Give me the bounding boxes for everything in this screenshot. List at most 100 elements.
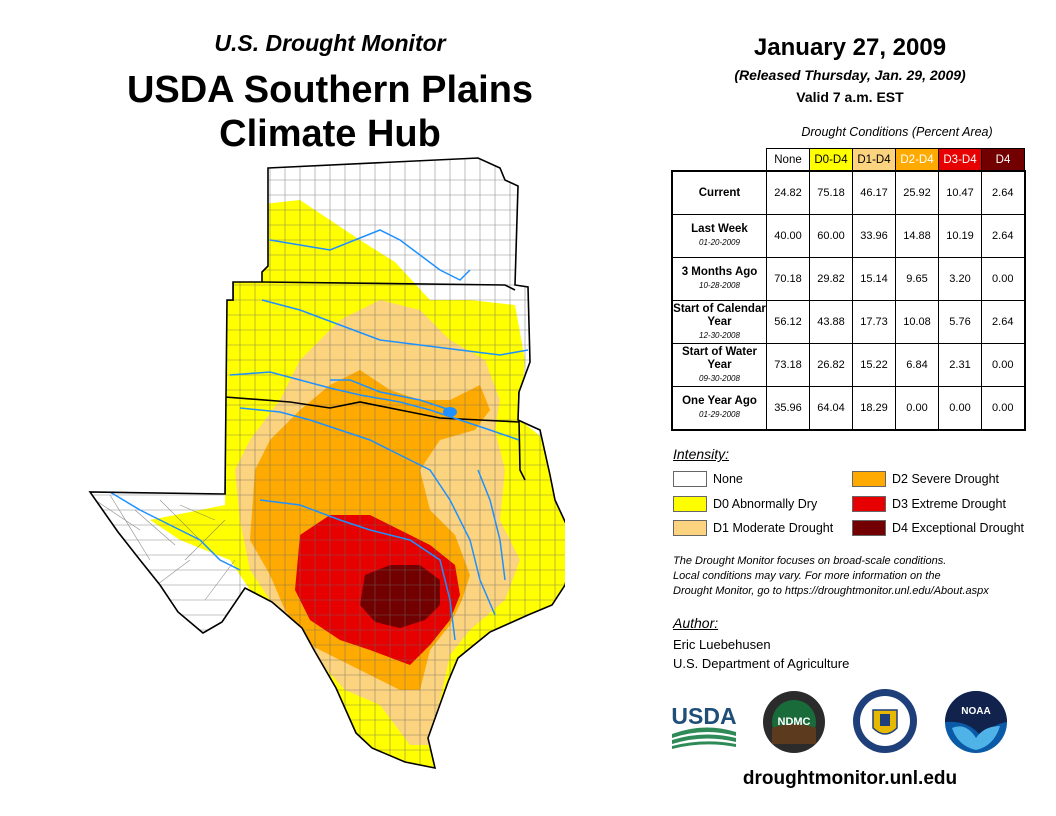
table-cell: 6.84 <box>895 343 939 387</box>
table-row: Start of Calendar Year 12-30-2008 56.12 4… <box>671 300 1025 344</box>
table-cell: 18.29 <box>852 386 896 431</box>
legend-item-d2: D2 Severe Drought <box>852 471 999 487</box>
legend-item-none: None <box>673 471 743 487</box>
map-title-line2: Climate Hub <box>219 113 441 155</box>
table-cell: 40.00 <box>766 214 810 258</box>
header-d1-d4: D1-D4 <box>852 148 896 172</box>
table-cell: 35.96 <box>766 386 810 431</box>
row-date: 01-29-2008 <box>699 410 740 419</box>
header-blank <box>672 149 767 172</box>
table-cell: 0.00 <box>981 386 1025 431</box>
usda-logo-text: USDA <box>671 703 736 729</box>
legend-swatch-d1 <box>673 520 707 536</box>
map-title: USDA Southern Plains Climate Hub <box>90 68 570 156</box>
table-cell: 0.00 <box>981 257 1025 301</box>
legend-swatch-d2 <box>852 471 886 487</box>
row-title: One Year Ago <box>682 395 757 407</box>
header-none: None <box>766 148 810 172</box>
table-cell: 0.00 <box>895 386 939 431</box>
legend-swatch-d4 <box>852 520 886 536</box>
legend-label: None <box>713 472 743 486</box>
usda-logo: USDA <box>671 703 737 749</box>
noaa-logo-text: NOAA <box>961 706 990 717</box>
table-cell: 5.76 <box>938 300 982 344</box>
ndmc-logo-text: NDMC <box>778 716 811 728</box>
row-title: 3 Months Ago <box>681 266 758 278</box>
valid-time: Valid 7 a.m. EST <box>796 89 904 105</box>
drought-stats-table: None D0-D4 D1-D4 D2-D4 D3-D4 D4 Current … <box>671 148 1026 431</box>
author-name: Eric Luebehusen <box>673 637 771 652</box>
legend-label: D1 Moderate Drought <box>713 521 834 535</box>
table-cell: 2.64 <box>981 300 1025 344</box>
header-d3-d4: D3-D4 <box>938 148 982 172</box>
table-cell: 2.64 <box>981 214 1025 258</box>
note-line: Drought Monitor, go to https://droughtmo… <box>673 585 989 597</box>
legend-item-d4: D4 Exceptional Drought <box>852 520 1024 536</box>
table-cell: 75.18 <box>809 170 853 215</box>
author-heading: Author: <box>673 615 719 631</box>
map-supertitle: U.S. Drought Monitor <box>214 30 446 56</box>
ndmc-logo: NDMC <box>763 691 825 753</box>
table-cell: 33.96 <box>852 214 896 258</box>
table-cell: 9.65 <box>895 257 939 301</box>
note-line: The Drought Monitor focuses on broad-sca… <box>673 555 947 567</box>
note-line: Local conditions may vary. For more info… <box>673 570 941 582</box>
table-row: Current 24.82 75.18 46.17 25.92 10.47 2.… <box>671 170 1025 215</box>
table-cell: 15.14 <box>852 257 896 301</box>
legend-label: D3 Extreme Drought <box>892 497 1006 511</box>
table-cell: 3.20 <box>938 257 982 301</box>
row-date: 12-30-2008 <box>699 330 740 340</box>
disclaimer-note: The Drought Monitor focuses on broad-sca… <box>673 554 1043 599</box>
row-label: One Year Ago 01-29-2008 <box>671 386 767 431</box>
footer-url: droughtmonitor.unl.edu <box>742 768 958 789</box>
header-d4: D4 <box>981 148 1025 172</box>
legend-label: D4 Exceptional Drought <box>892 521 1025 535</box>
map-date: January 27, 2009 <box>753 34 947 61</box>
table-cell: 70.18 <box>766 257 810 301</box>
doc-seal-logo <box>853 689 917 753</box>
table-cell: 64.04 <box>809 386 853 431</box>
table-cell: 46.17 <box>852 170 896 215</box>
legend-label: D2 Severe Drought <box>892 472 1000 486</box>
row-date: 10-28-2008 <box>699 281 740 290</box>
table-cell: 10.08 <box>895 300 939 344</box>
table-caption: Drought Conditions (Percent Area) <box>801 125 993 139</box>
row-label: 3 Months Ago 10-28-2008 <box>671 257 767 301</box>
legend-item-d0: D0 Abnormally Dry <box>673 496 817 512</box>
noaa-logo: NOAA <box>945 691 1007 753</box>
table-header-row: None D0-D4 D1-D4 D2-D4 D3-D4 D4 <box>672 148 1025 172</box>
legend-heading: Intensity: <box>673 446 730 462</box>
row-title: Last Week <box>691 223 748 235</box>
table-cell: 60.00 <box>809 214 853 258</box>
table-row: Start of Water Year 09-30-2008 73.18 26.8… <box>671 343 1025 387</box>
row-label: Current <box>671 170 767 215</box>
legend-swatch-d3 <box>852 496 886 512</box>
legend-item-d1: D1 Moderate Drought <box>673 520 833 536</box>
header-d0-d4: D0-D4 <box>809 148 853 172</box>
header-d2-d4: D2-D4 <box>895 148 939 172</box>
row-title: Start of Calendar Year <box>673 302 766 328</box>
table-cell: 0.00 <box>981 343 1025 387</box>
table-cell: 14.88 <box>895 214 939 258</box>
legend-label: D0 Abnormally Dry <box>713 497 818 511</box>
table-cell: 17.73 <box>852 300 896 344</box>
table-cell: 2.31 <box>938 343 982 387</box>
row-title: Current <box>698 186 741 199</box>
table-row: Last Week 01-20-2009 40.00 60.00 33.96 14… <box>671 214 1025 258</box>
row-label: Start of Water Year 09-30-2008 <box>671 343 767 387</box>
row-label: Last Week 01-20-2009 <box>671 214 767 258</box>
table-cell: 15.22 <box>852 343 896 387</box>
legend-swatch-d0 <box>673 496 707 512</box>
table-cell: 73.18 <box>766 343 810 387</box>
table-cell: 26.82 <box>809 343 853 387</box>
table-cell: 29.82 <box>809 257 853 301</box>
table-cell: 25.92 <box>895 170 939 215</box>
legend-swatch-none <box>673 471 707 487</box>
table-cell: 2.64 <box>981 170 1025 215</box>
row-label: Start of Calendar Year 12-30-2008 <box>671 300 767 344</box>
table-row: One Year Ago 01-29-2008 35.96 64.04 18.29… <box>671 386 1025 431</box>
row-date: 09-30-2008 <box>699 373 740 383</box>
table-cell: 43.88 <box>809 300 853 344</box>
table-cell: 10.47 <box>938 170 982 215</box>
row-date: 01-20-2009 <box>699 238 740 247</box>
